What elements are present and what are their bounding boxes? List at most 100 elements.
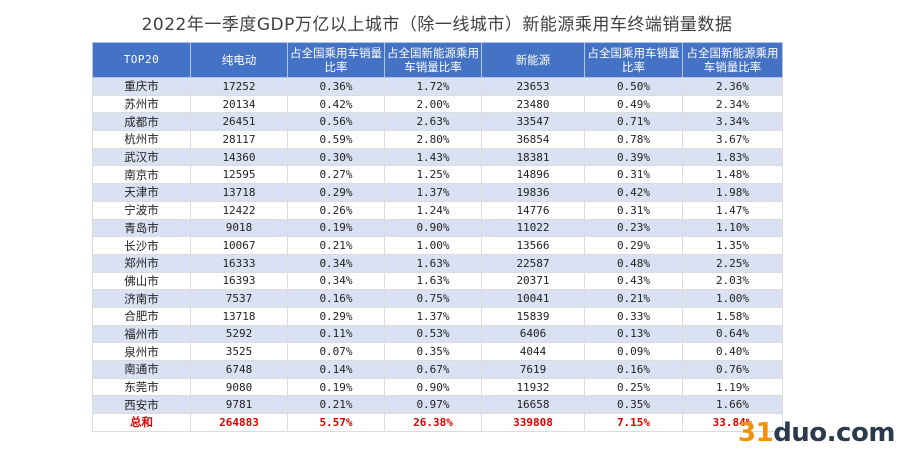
cell-bev-share-passenger: 0.56% (287, 112, 385, 132)
sales-table: TOP20 纯电动 占全国乘用车销量比率 占全国新能源乘用车销量比率 新能源 占… (92, 42, 783, 432)
table-row: 合肥市 13718 0.29% 1.37% 15839 0.33% 1.58% (92, 306, 783, 326)
table-row: 武汉市 14360 0.30% 1.43% 18381 0.39% 1.83% (92, 147, 783, 167)
cell-city: 南通市 (92, 360, 191, 379)
cell-nev-sales: 16658 (481, 395, 585, 415)
table-row: 宁波市 12422 0.26% 1.24% 14776 0.31% 1.47% (92, 200, 783, 220)
cell-bev-share-passenger: 0.29% (287, 183, 385, 202)
cell-nev-share-nev: 2.03% (682, 271, 783, 291)
cell-bev-share-passenger: 0.14% (287, 360, 385, 379)
cell-bev-sales: 6748 (190, 360, 288, 379)
cell-bev-sales: 9080 (190, 377, 288, 397)
cell-nev-sales: 7619 (481, 360, 585, 379)
table-row: 泉州市 3525 0.07% 0.35% 4044 0.09% 0.40% (92, 342, 783, 361)
cell-bev-share-passenger: 0.26% (287, 200, 385, 220)
total-city: 总和 (92, 413, 191, 432)
cell-bev-sales: 5292 (190, 324, 288, 344)
cell-bev-sales: 14360 (190, 147, 288, 167)
total-bev-share-passenger: 5.57% (287, 413, 385, 432)
header-top20: TOP20 (92, 42, 191, 78)
cell-city: 青岛市 (92, 218, 191, 238)
cell-bev-share-passenger: 0.19% (287, 218, 385, 238)
cell-nev-share-nev: 2.34% (682, 94, 783, 114)
cell-city: 东莞市 (92, 377, 191, 397)
cell-nev-sales: 6406 (481, 324, 585, 344)
cell-bev-share-nev: 1.72% (384, 77, 482, 96)
table-body: 重庆市 17252 0.36% 1.72% 23653 0.50% 2.36% 苏州市 2013… (92, 77, 783, 432)
cell-city: 郑州市 (92, 253, 191, 273)
cell-nev-sales: 11932 (481, 377, 585, 397)
cell-nev-share-nev: 1.00% (682, 289, 783, 308)
cell-bev-share-nev: 1.43% (384, 147, 482, 167)
cell-nev-share-nev: 1.10% (682, 218, 783, 238)
cell-nev-share-passenger: 0.25% (584, 377, 683, 397)
table-row: 福州市 5292 0.11% 0.53% 6406 0.13% 0.64% (92, 324, 783, 344)
cell-bev-share-nev: 0.90% (384, 377, 482, 397)
cell-city: 南京市 (92, 165, 191, 185)
cell-bev-share-nev: 1.24% (384, 200, 482, 220)
cell-nev-sales: 36854 (481, 130, 585, 149)
cell-nev-share-passenger: 0.33% (584, 306, 683, 326)
cell-nev-share-nev: 0.40% (682, 342, 783, 361)
cell-city: 武汉市 (92, 147, 191, 167)
table-row: 西安市 9781 0.21% 0.97% 16658 0.35% 1.66% (92, 395, 783, 415)
cell-bev-share-nev: 1.37% (384, 306, 482, 326)
cell-nev-sales: 10041 (481, 289, 585, 308)
cell-bev-share-passenger: 0.59% (287, 130, 385, 149)
cell-bev-share-nev: 2.00% (384, 94, 482, 114)
cell-nev-share-passenger: 0.71% (584, 112, 683, 132)
total-nev-share-passenger: 7.15% (584, 413, 683, 432)
cell-bev-share-passenger: 0.11% (287, 324, 385, 344)
cell-city: 重庆市 (92, 77, 191, 96)
cell-bev-sales: 7537 (190, 289, 288, 308)
table-row: 济南市 7537 0.16% 0.75% 10041 0.21% 1.00% (92, 289, 783, 308)
cell-bev-sales: 12595 (190, 165, 288, 185)
cell-nev-sales: 11022 (481, 218, 585, 238)
cell-bev-sales: 16333 (190, 253, 288, 273)
table-row: 天津市 13718 0.29% 1.37% 19836 0.42% 1.98% (92, 183, 783, 202)
table-row: 南通市 6748 0.14% 0.67% 7619 0.16% 0.76% (92, 360, 783, 379)
cell-bev-share-passenger: 0.16% (287, 289, 385, 308)
cell-nev-share-nev: 1.58% (682, 306, 783, 326)
header-bev: 纯电动 (190, 42, 288, 78)
cell-nev-share-passenger: 0.29% (584, 236, 683, 255)
table-row: 青岛市 9018 0.19% 0.90% 11022 0.23% 1.10% (92, 218, 783, 238)
cell-nev-share-passenger: 0.13% (584, 324, 683, 344)
cell-nev-share-nev: 3.34% (682, 112, 783, 132)
cell-city: 西安市 (92, 395, 191, 415)
cell-bev-share-passenger: 0.21% (287, 395, 385, 415)
cell-nev-sales: 23480 (481, 94, 585, 114)
cell-nev-share-passenger: 0.48% (584, 253, 683, 273)
cell-bev-sales: 9781 (190, 395, 288, 415)
cell-nev-share-nev: 0.76% (682, 360, 783, 379)
cell-nev-sales: 15839 (481, 306, 585, 326)
site-watermark: 31duo.com (738, 418, 895, 448)
cell-city: 佛山市 (92, 271, 191, 291)
cell-bev-share-passenger: 0.21% (287, 236, 385, 255)
cell-city: 泉州市 (92, 342, 191, 361)
total-nev-share-nev: 33.84% (682, 413, 783, 432)
cell-bev-sales: 9018 (190, 218, 288, 238)
table-row: 东莞市 9080 0.19% 0.90% 11932 0.25% 1.19% (92, 377, 783, 397)
cell-nev-share-nev: 1.47% (682, 200, 783, 220)
cell-bev-share-passenger: 0.19% (287, 377, 385, 397)
cell-bev-share-nev: 1.63% (384, 271, 482, 291)
cell-nev-share-nev: 3.67% (682, 130, 783, 149)
cell-nev-share-nev: 1.66% (682, 395, 783, 415)
table-row: 苏州市 20134 0.42% 2.00% 23480 0.49% 2.34% (92, 94, 783, 114)
cell-nev-share-passenger: 0.50% (584, 77, 683, 96)
table-row: 南京市 12595 0.27% 1.25% 14896 0.31% 1.48% (92, 165, 783, 185)
table-row: 成都市 26451 0.56% 2.63% 33547 0.71% 3.34% (92, 112, 783, 132)
table-row: 佛山市 16393 0.34% 1.63% 20371 0.43% 2.03% (92, 271, 783, 291)
cell-nev-sales: 14896 (481, 165, 585, 185)
cell-city: 济南市 (92, 289, 191, 308)
header-nev: 新能源 (481, 42, 585, 78)
cell-nev-share-nev: 1.83% (682, 147, 783, 167)
cell-nev-sales: 22587 (481, 253, 585, 273)
table-header-row: TOP20 纯电动 占全国乘用车销量比率 占全国新能源乘用车销量比率 新能源 占… (92, 42, 783, 78)
cell-nev-share-passenger: 0.23% (584, 218, 683, 238)
cell-nev-share-nev: 1.19% (682, 377, 783, 397)
cell-nev-share-passenger: 0.21% (584, 289, 683, 308)
cell-city: 合肥市 (92, 306, 191, 326)
cell-bev-share-nev: 0.53% (384, 324, 482, 344)
cell-bev-sales: 10067 (190, 236, 288, 255)
